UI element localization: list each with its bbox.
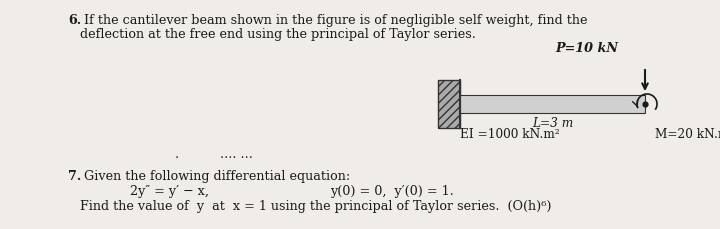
Text: Find the value of  y  at  x = 1 using the principal of Taylor series.  (O(h)⁶): Find the value of y at x = 1 using the p… [80, 200, 552, 213]
Text: M=20 kN.m: M=20 kN.m [655, 128, 720, 141]
Text: 6.: 6. [68, 14, 81, 27]
Text: 2y″ = y′ − x,: 2y″ = y′ − x, [130, 185, 209, 198]
Text: Given the following differential equation:: Given the following differential equatio… [80, 170, 350, 183]
Text: EI =1000 kN.m²: EI =1000 kN.m² [460, 128, 559, 141]
Text: y(0) = 0,  y′(0) = 1.: y(0) = 0, y′(0) = 1. [330, 185, 454, 198]
Bar [438, 80, 460, 128]
Text: P=10 kN: P=10 kN [555, 42, 618, 55]
Text: L=3 m: L=3 m [532, 117, 573, 130]
Bar [460, 95, 645, 113]
Text: 7.: 7. [68, 170, 81, 183]
Text: .: . [175, 148, 179, 161]
Text: If the cantilever beam shown in the figure is of negligible self weight, find th: If the cantilever beam shown in the figu… [80, 14, 588, 27]
Text: deflection at the free end using the principal of Taylor series.: deflection at the free end using the pri… [80, 28, 476, 41]
Text: .... ...: .... ... [220, 148, 253, 161]
